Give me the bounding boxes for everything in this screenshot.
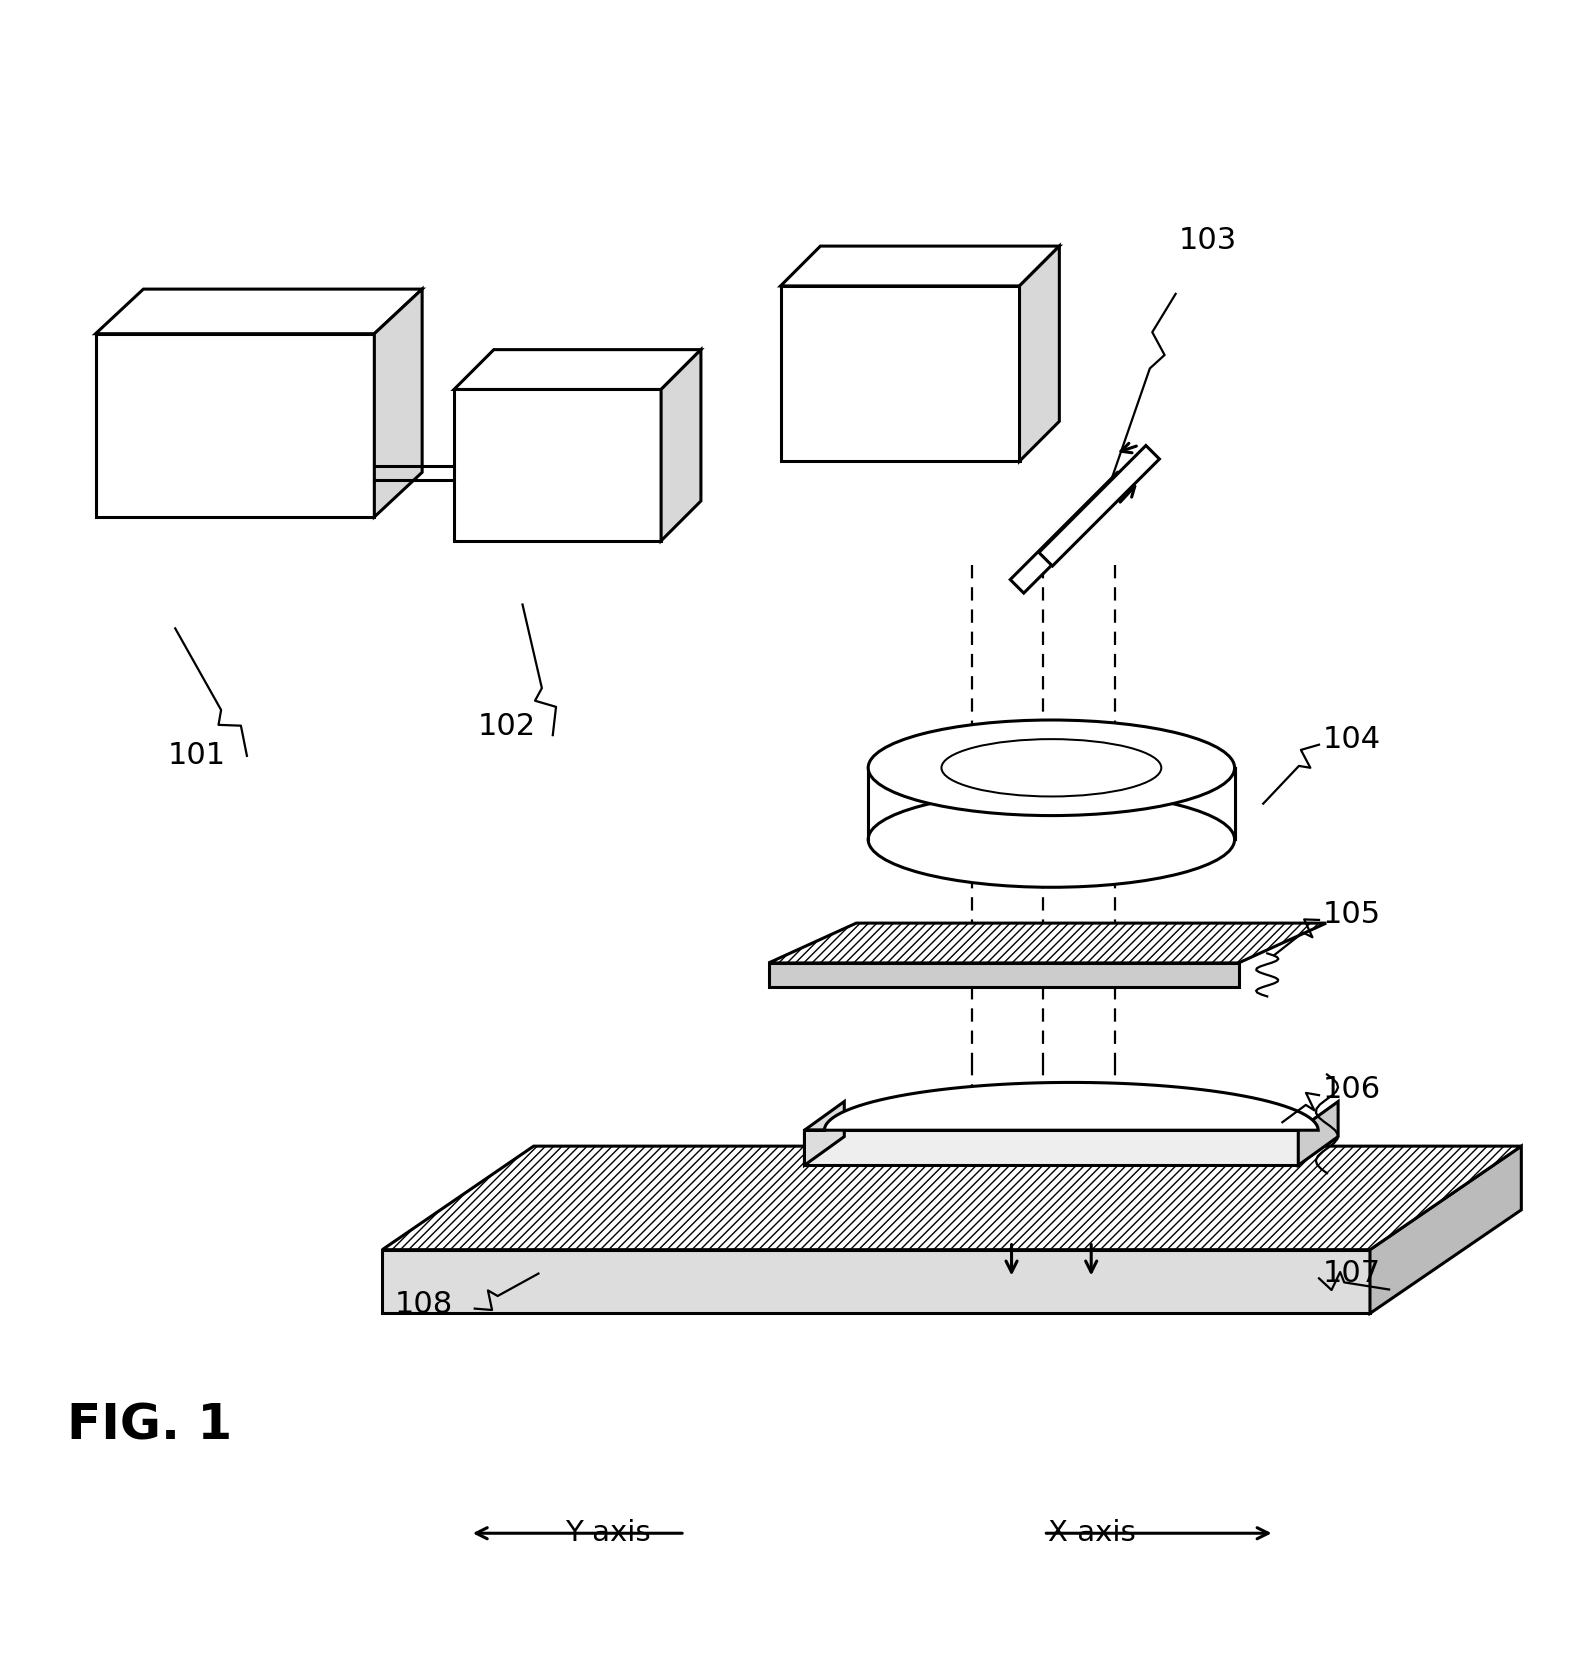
Polygon shape [781, 246, 1059, 286]
Polygon shape [804, 1130, 1298, 1165]
Text: 104: 104 [1322, 725, 1380, 754]
Ellipse shape [868, 792, 1235, 887]
Polygon shape [382, 1146, 1521, 1250]
Text: 107: 107 [1322, 1258, 1380, 1288]
Text: 101: 101 [167, 740, 225, 770]
Polygon shape [1020, 246, 1059, 461]
Text: 105: 105 [1322, 901, 1380, 929]
Polygon shape [1370, 1146, 1521, 1313]
Polygon shape [454, 349, 701, 389]
Polygon shape [804, 1083, 1319, 1130]
Polygon shape [868, 767, 1235, 839]
Polygon shape [769, 962, 1239, 988]
Text: Y axis: Y axis [566, 1519, 652, 1547]
Polygon shape [1298, 1101, 1338, 1165]
Polygon shape [374, 289, 422, 516]
Polygon shape [804, 1136, 1338, 1165]
Ellipse shape [868, 720, 1235, 815]
Polygon shape [1039, 446, 1160, 566]
Polygon shape [96, 334, 374, 516]
Text: X axis: X axis [1048, 1519, 1136, 1547]
Polygon shape [804, 1101, 844, 1165]
Polygon shape [661, 349, 701, 541]
Text: 108: 108 [395, 1290, 454, 1320]
Polygon shape [781, 286, 1020, 461]
Polygon shape [454, 389, 661, 541]
Text: 103: 103 [1179, 226, 1238, 256]
Polygon shape [96, 289, 422, 334]
Polygon shape [1010, 473, 1131, 593]
Text: 102: 102 [478, 712, 535, 742]
Polygon shape [769, 922, 1327, 962]
Text: 106: 106 [1322, 1076, 1380, 1105]
Polygon shape [382, 1250, 1370, 1313]
Text: FIG. 1: FIG. 1 [67, 1400, 233, 1449]
